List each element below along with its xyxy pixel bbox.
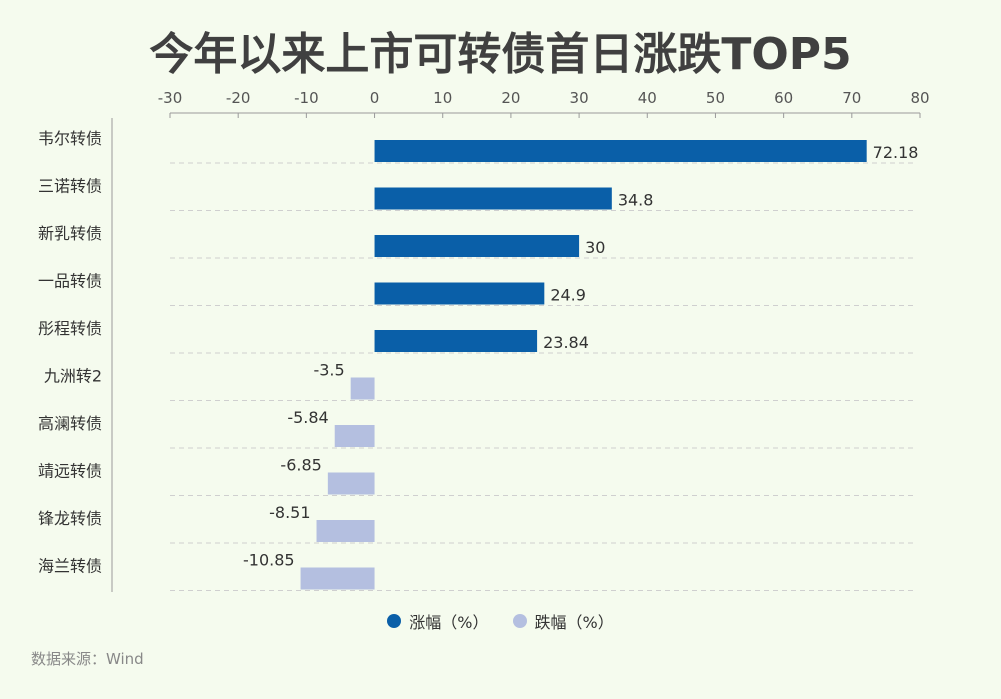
data-label: 30 — [585, 238, 605, 257]
fall-legend-marker — [512, 614, 527, 628]
labels: -30 -20 -10 0 10 20 30 40 50 60 70 80 韦尔转债 72.18 三诺转债 3… — [38, 89, 930, 576]
x-tick-label: 30 — [570, 89, 589, 107]
x-tick-label: 50 — [706, 89, 725, 107]
data-label: -8.51 — [269, 503, 310, 522]
legend-label-fall: 跌幅（%） — [534, 613, 614, 632]
x-tick-label: 0 — [370, 89, 380, 107]
data-label: -10.85 — [243, 551, 295, 570]
category-label: 新乳转债 — [38, 224, 102, 243]
rise-legend-marker — [387, 614, 402, 628]
legend: 涨幅（%） 跌幅（%） — [0, 609, 1001, 633]
gridlines — [170, 162, 916, 591]
fall-bar — [334, 425, 375, 447]
x-tick-label: -30 — [158, 89, 183, 107]
category-label: 靖远转债 — [38, 462, 102, 481]
fall-bar — [350, 377, 375, 400]
category-label: 韦尔转债 — [38, 129, 102, 148]
x-tick-label: 80 — [910, 89, 929, 107]
category-label: 海兰转债 — [38, 557, 102, 576]
bars — [300, 140, 867, 590]
category-label: 三诺转债 — [38, 177, 102, 196]
chart-title: 今年以来上市可转债首日涨跌TOP5 — [149, 29, 852, 80]
legend-item-rise[interactable]: 涨幅（%） — [387, 609, 489, 633]
category-label: 高澜转债 — [38, 414, 102, 433]
category-label: 锋龙转债 — [38, 509, 102, 528]
x-tick-label: -10 — [294, 89, 319, 107]
x-tick-label: -20 — [226, 89, 251, 107]
x-tick-label: 20 — [501, 89, 520, 107]
fall-bar — [300, 567, 375, 590]
rise-bar — [374, 187, 612, 210]
data-label: -5.84 — [287, 408, 328, 427]
category-label: 一品转债 — [38, 272, 102, 291]
rise-bar — [374, 140, 867, 162]
x-tick-label: 60 — [774, 89, 793, 107]
data-label: 24.9 — [550, 286, 586, 305]
data-label: 34.8 — [618, 191, 654, 210]
data-label: 23.84 — [543, 333, 589, 352]
legend-label-rise: 涨幅（%） — [409, 613, 489, 632]
x-tick-label: 10 — [433, 89, 452, 107]
category-label: 彤程转债 — [38, 319, 102, 338]
rise-bar — [374, 235, 580, 257]
fall-bar — [327, 472, 375, 495]
rise-bar — [374, 330, 538, 352]
x-tick-label: 40 — [638, 89, 657, 107]
legend-item-fall[interactable]: 跌幅（%） — [512, 609, 614, 633]
rise-bar — [374, 282, 545, 305]
category-label: 九洲转2 — [44, 367, 102, 386]
x-tick-label: 70 — [842, 89, 861, 107]
bar-chart: -30 -20 -10 0 10 20 30 40 50 60 70 80 韦尔转债 72.18 三诺转债 3… — [38, 89, 930, 592]
fall-bar — [316, 520, 375, 542]
axes — [111, 112, 921, 592]
data-label: -6.85 — [280, 456, 321, 475]
data-label: -3.5 — [313, 361, 344, 380]
data-label: 72.18 — [873, 143, 919, 162]
source-note: 数据来源：Wind — [31, 650, 144, 668]
